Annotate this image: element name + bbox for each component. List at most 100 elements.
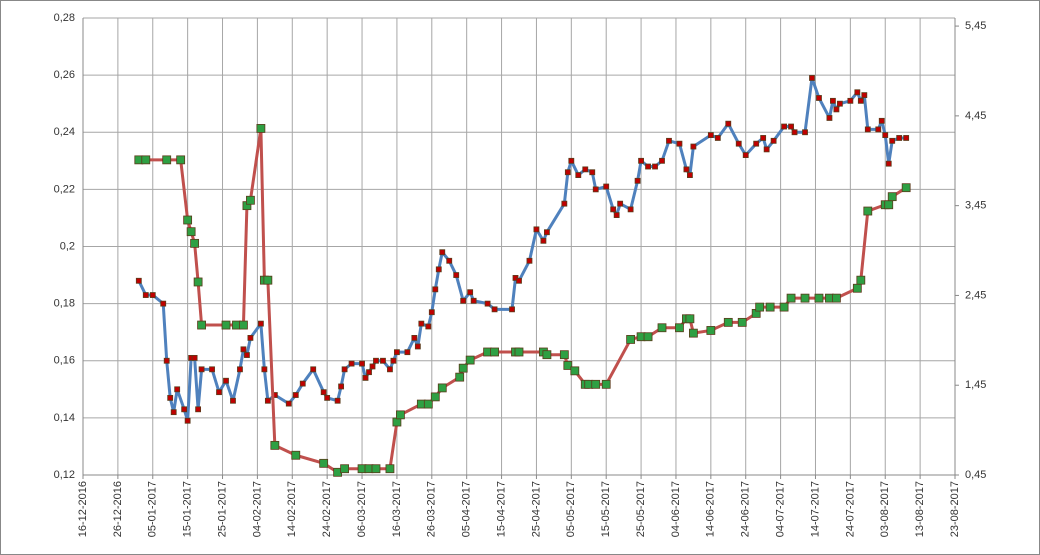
y-tick-label: 0,18 [54, 298, 75, 310]
point-marker [753, 140, 760, 147]
x-tick-label: 23-08-2017 [949, 481, 961, 537]
point-marker [141, 155, 151, 165]
point-marker [760, 135, 767, 141]
point-marker [832, 293, 841, 303]
point-marker [465, 355, 475, 365]
point-marker [884, 200, 894, 210]
point-marker [163, 357, 170, 364]
point-marker [198, 366, 205, 373]
point-marker [394, 349, 400, 356]
point-marker [889, 137, 896, 144]
point-marker [765, 302, 775, 312]
point-marker [833, 106, 840, 113]
point-marker [791, 129, 798, 136]
point-marker [299, 380, 306, 387]
x-tick-label: 13-08-2017 [914, 481, 926, 537]
point-marker [634, 177, 641, 184]
point-marker [601, 379, 611, 389]
point-marker [863, 206, 873, 216]
point-marker [687, 172, 693, 178]
point-marker [423, 399, 433, 409]
point-marker [707, 132, 714, 139]
y-tick-label: 0,22 [54, 183, 75, 195]
y2-tick-label: 1,45 [965, 379, 986, 391]
x-tick-label: 25-05-2017 [635, 481, 647, 537]
point-marker [903, 135, 910, 141]
x-tick-label: 04-02-2017 [251, 481, 263, 537]
point-marker [885, 160, 892, 167]
point-marker [348, 360, 355, 367]
point-marker [542, 350, 552, 360]
x-tick-label: 24-06-2017 [740, 481, 752, 537]
point-marker [390, 357, 397, 364]
point-marker [371, 464, 381, 474]
point-marker [788, 123, 794, 130]
point-marker [836, 100, 843, 107]
point-marker [319, 458, 329, 468]
point-marker [610, 206, 617, 213]
point-marker [292, 392, 299, 398]
point-marker [675, 323, 684, 333]
point-marker [659, 157, 665, 164]
point-marker [582, 166, 589, 173]
point-marker [875, 126, 882, 133]
point-marker [437, 383, 447, 393]
point-marker [706, 326, 716, 335]
point-marker [244, 352, 250, 358]
point-marker [657, 323, 667, 333]
point-marker [183, 215, 193, 225]
point-marker [149, 292, 156, 298]
point-marker [570, 366, 580, 376]
point-marker [324, 394, 331, 401]
point-marker [786, 293, 796, 303]
point-marker [568, 157, 575, 164]
point-marker [800, 293, 810, 303]
point-marker [191, 354, 198, 361]
point-marker [359, 360, 365, 367]
point-marker [230, 397, 236, 404]
point-marker [514, 347, 524, 357]
point-marker [592, 186, 599, 193]
point-marker [167, 394, 174, 401]
x-tick-label: 26-12-2016 [112, 481, 124, 537]
y2-tick-label: 5,45 [965, 20, 986, 32]
point-marker [425, 323, 432, 330]
x-tick-label: 15-01-2017 [182, 481, 194, 537]
point-marker [689, 328, 698, 338]
point-marker [239, 320, 248, 330]
point-marker [176, 155, 186, 165]
y2-tick-label: 0,45 [965, 469, 986, 481]
point-marker [509, 306, 515, 313]
x-tick-label: 14-07-2017 [809, 481, 821, 537]
point-marker [270, 440, 280, 450]
point-marker [285, 400, 292, 407]
point-marker [338, 383, 345, 390]
point-marker [186, 227, 196, 237]
x-tick-label: 05-04-2017 [461, 481, 473, 537]
point-marker [411, 334, 418, 341]
point-marker [237, 366, 243, 373]
point-marker [638, 157, 644, 164]
point-marker [690, 143, 697, 150]
point-marker [544, 229, 550, 236]
x-tick-label: 24-02-2017 [321, 481, 333, 537]
point-marker [802, 129, 808, 136]
point-marker [291, 450, 301, 460]
point-marker [864, 126, 871, 133]
point-marker [209, 366, 215, 373]
point-marker [432, 286, 439, 293]
point-marker [162, 155, 172, 165]
point-marker [676, 140, 683, 147]
point-marker [334, 397, 341, 404]
point-marker [387, 366, 393, 373]
point-marker [723, 317, 733, 327]
point-marker [439, 249, 446, 256]
x-tick-label: 15-05-2017 [600, 481, 612, 537]
point-marker [591, 379, 601, 389]
y-tick-label: 0,16 [54, 355, 75, 367]
point-marker [526, 257, 533, 264]
point-marker [770, 137, 777, 144]
point-marker [861, 92, 868, 99]
y2-tick-label: 4,45 [965, 110, 986, 122]
point-marker [246, 195, 255, 205]
